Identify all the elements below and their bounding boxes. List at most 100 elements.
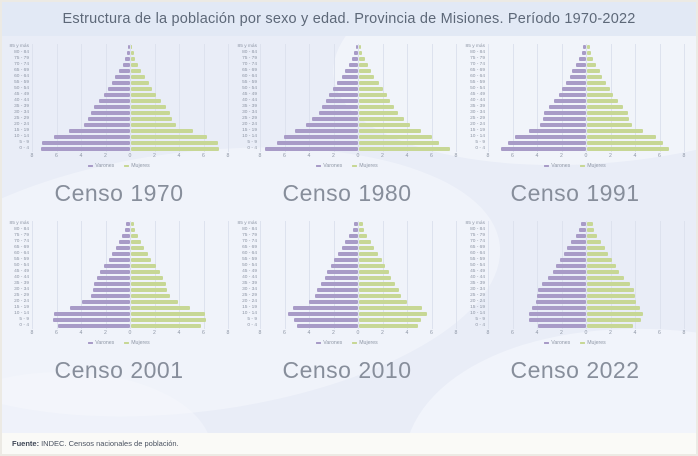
- bar-male: [531, 305, 586, 311]
- bar-female: [586, 263, 616, 269]
- female-half: [358, 104, 456, 110]
- age-row: 5 - 9: [464, 317, 686, 323]
- pyramid-plot: 85 y más 80 - 84 75 - 79 70 - 74 65 - 69 60 -…: [236, 44, 458, 152]
- male-half: [260, 86, 358, 92]
- bar-track: [32, 80, 228, 86]
- bar-female: [358, 110, 398, 116]
- age-row: 85 y más: [464, 221, 686, 227]
- bar-track: [260, 281, 456, 287]
- age-label: 65 - 69: [14, 67, 29, 73]
- bar-male: [536, 293, 586, 299]
- bar-female: [358, 92, 387, 98]
- male-half: [260, 287, 358, 293]
- female-half: [358, 257, 456, 263]
- bar-male: [92, 287, 130, 293]
- male-half: [32, 293, 130, 299]
- age-row: 40 - 44: [8, 98, 230, 104]
- male-half: [32, 245, 130, 251]
- bar-male: [569, 74, 586, 80]
- bar-female: [358, 275, 392, 281]
- age-row: 85 y más: [8, 44, 230, 50]
- bar-track: [32, 56, 228, 62]
- bar-track: [488, 275, 684, 281]
- bar-male: [541, 281, 586, 287]
- x-tick-label: 2: [560, 153, 563, 159]
- female-half: [586, 317, 684, 323]
- x-tick-label: 2: [609, 153, 612, 159]
- bar-track: [260, 227, 456, 233]
- age-row: 55 - 59: [8, 80, 230, 86]
- bar-track: [32, 116, 228, 122]
- bar-female: [586, 305, 641, 311]
- age-label: 65 - 69: [470, 67, 485, 73]
- female-half: [586, 50, 684, 56]
- female-half: [358, 323, 456, 329]
- female-half: [358, 122, 456, 128]
- male-half: [260, 305, 358, 311]
- legend-label-male: Varones: [551, 340, 571, 346]
- bar-male: [295, 128, 358, 134]
- male-half: [32, 80, 130, 86]
- male-half: [260, 275, 358, 281]
- bar-male: [341, 245, 358, 251]
- bar-female: [130, 62, 138, 68]
- bar-track: [32, 146, 228, 152]
- chart-caption: Censo 1970: [54, 180, 184, 206]
- female-half: [358, 80, 456, 86]
- age-label: 10 - 14: [242, 310, 257, 316]
- age-row: 35 - 39: [8, 281, 230, 287]
- bar-track: [260, 140, 456, 146]
- female-half: [586, 146, 684, 152]
- bar-male: [88, 116, 130, 122]
- age-row: 55 - 59: [236, 257, 458, 263]
- bar-female: [358, 44, 361, 50]
- age-row: 70 - 74: [8, 239, 230, 245]
- gridline: [284, 44, 286, 152]
- male-half: [260, 74, 358, 80]
- age-row: 85 y más: [8, 221, 230, 227]
- legend-swatch-male: [544, 341, 550, 345]
- female-half: [130, 311, 228, 317]
- male-half: [260, 80, 358, 86]
- bar-track: [260, 269, 456, 275]
- female-half: [358, 233, 456, 239]
- gridline: [260, 44, 261, 152]
- female-half: [358, 110, 456, 116]
- age-row: 15 - 19: [236, 305, 458, 311]
- bar-male: [325, 98, 358, 104]
- legend-swatch-male: [88, 341, 94, 345]
- bar-female: [586, 317, 642, 323]
- age-row: 65 - 69: [236, 245, 458, 251]
- x-tick-label: 2: [560, 330, 563, 336]
- bar-male: [501, 146, 586, 152]
- male-half: [488, 110, 586, 116]
- age-label: 85 y más: [465, 220, 485, 226]
- age-label: 85 y más: [9, 43, 29, 49]
- bar-track: [488, 98, 684, 104]
- bar-male: [116, 245, 130, 251]
- male-half: [488, 98, 586, 104]
- male-half: [260, 263, 358, 269]
- male-half: [32, 98, 130, 104]
- male-half: [260, 122, 358, 128]
- age-label: 5 - 9: [475, 316, 485, 322]
- gridline: [610, 221, 612, 329]
- male-half: [260, 62, 358, 68]
- source-footer: Fuente: INDEC. Censos nacionales de pobl…: [2, 433, 696, 454]
- gridline: [431, 44, 433, 152]
- bar-female: [358, 239, 371, 245]
- age-label: 35 - 39: [14, 280, 29, 286]
- age-label: 25 - 29: [242, 115, 257, 121]
- age-label: 25 - 29: [14, 115, 29, 121]
- bar-track: [32, 269, 228, 275]
- x-axis: 8 6 4 2 0 2 4 6 8: [31, 329, 230, 337]
- x-tick-label: 6: [55, 153, 58, 159]
- bar-track: [488, 116, 684, 122]
- bar-track: [260, 323, 456, 329]
- age-label: 10 - 14: [14, 310, 29, 316]
- age-label: 50 - 54: [470, 262, 485, 268]
- male-half: [488, 128, 586, 134]
- legend-label-male: Varones: [323, 163, 343, 169]
- pyramid-plot: 85 y más 80 - 84 75 - 79 70 - 74 65 - 69 60 -…: [236, 221, 458, 329]
- bar-male: [529, 311, 586, 317]
